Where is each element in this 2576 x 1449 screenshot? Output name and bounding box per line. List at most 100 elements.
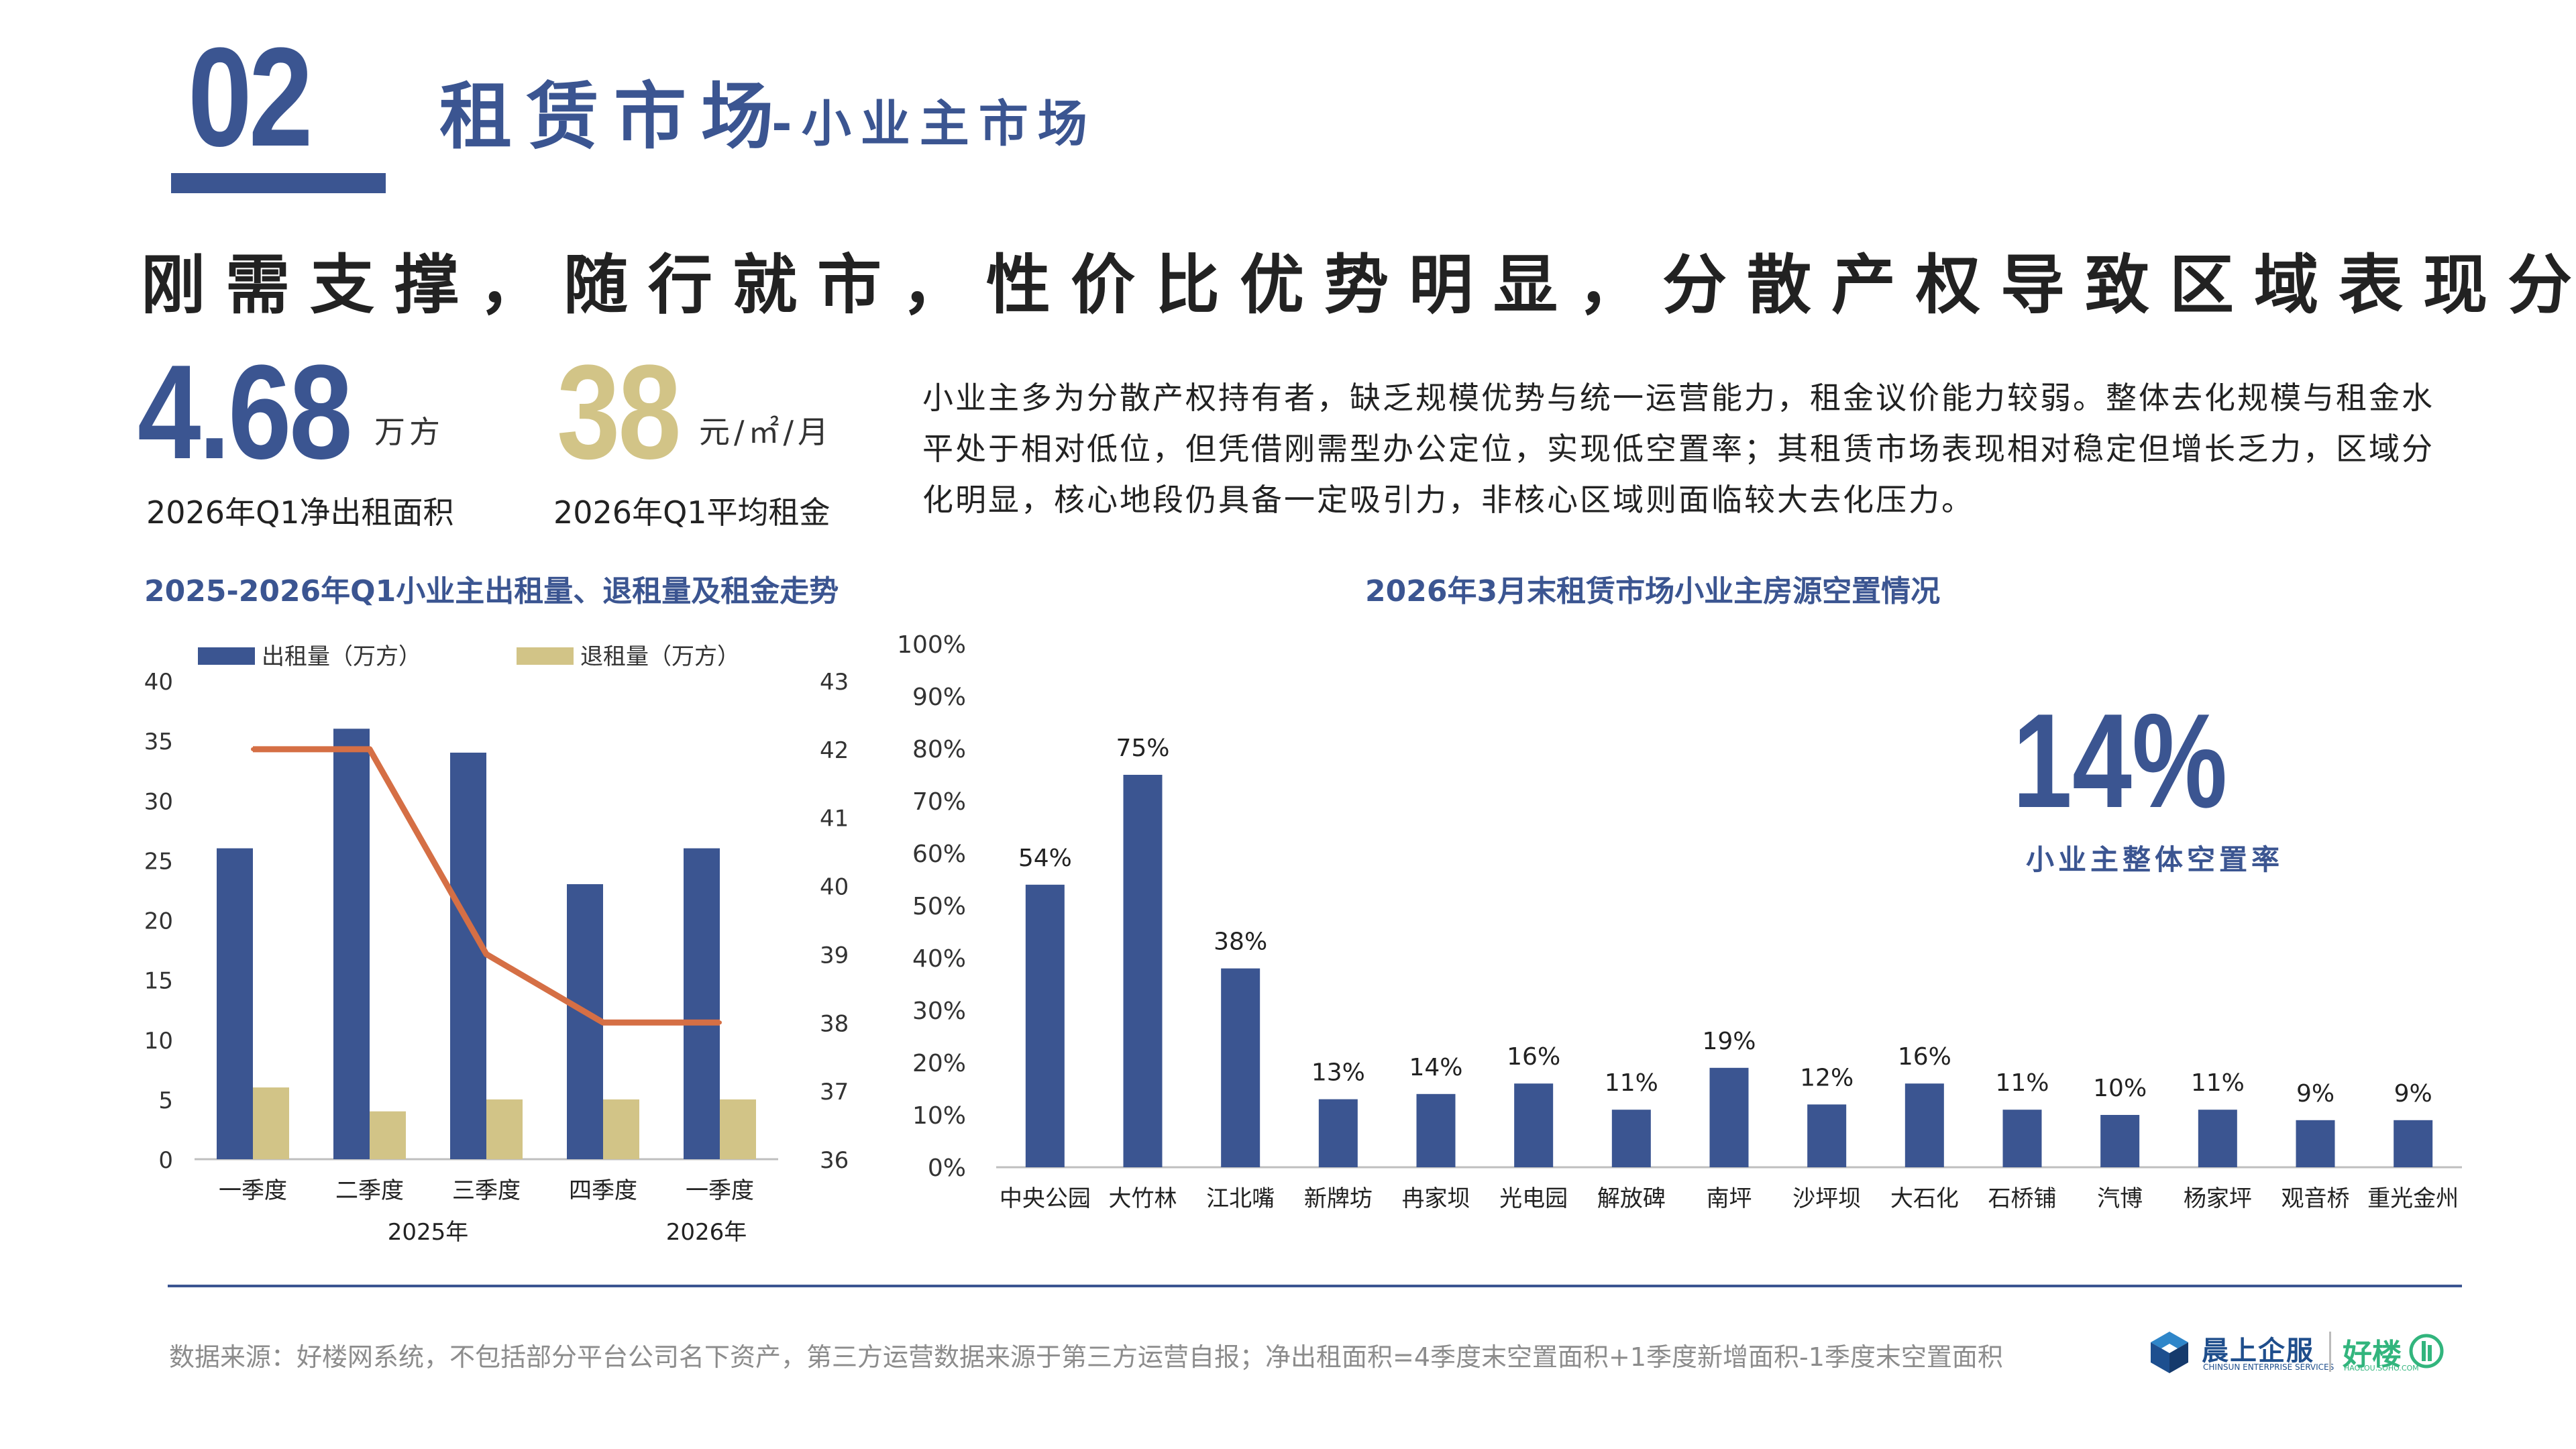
vacate-bar [603, 1099, 639, 1159]
vacancy-bar [1611, 1110, 1651, 1167]
y-right-tick: 43 [820, 669, 849, 696]
data-label: 54% [1018, 845, 1072, 872]
haolou-logo: 好楼 HAOLOU.SOHO.COM [2343, 1325, 2450, 1379]
y-tick: 60% [912, 841, 966, 868]
data-label: 9% [2394, 1080, 2432, 1108]
vacancy-bar [1904, 1083, 1944, 1167]
x-category-label: 观音桥 [2282, 1185, 2350, 1212]
vacancy-bar [1318, 1099, 1358, 1167]
x-category-label: 杨家坪 [2184, 1185, 2252, 1212]
vacate-bar [253, 1087, 289, 1159]
x-group-label: 2026年 [666, 1219, 747, 1246]
vacate-bar [720, 1099, 756, 1159]
vacancy-bar [1807, 1104, 1847, 1167]
x-category-label: 沙坪坝 [1792, 1185, 1861, 1212]
vacancy-bar [1123, 775, 1163, 1167]
y-left-tick: 35 [144, 729, 173, 755]
chenshang-logo-en: CHINSUN ENTERPRISE SERVICES [2203, 1362, 2334, 1372]
y-tick: 100% [897, 631, 966, 659]
legend-swatch-2 [517, 647, 574, 665]
overall-vacancy-rate: 14% [2012, 686, 2228, 836]
chart2-title: 2026年3月末租赁市场小业主房源空置情况 [1365, 574, 1941, 608]
x-category-label: 冉家坝 [1402, 1185, 1470, 1212]
kpi-net-lease-label: 2026年Q1净出租面积 [146, 494, 454, 531]
x-category-label: 重光金州 [2367, 1185, 2459, 1212]
lease-bar [684, 848, 720, 1159]
y-left-tick: 25 [144, 848, 173, 875]
data-label: 11% [2191, 1069, 2245, 1097]
vacancy-bar [2296, 1120, 2335, 1167]
vacate-bar [370, 1111, 406, 1159]
vacancy-bar [1514, 1083, 1554, 1167]
y-tick: 10% [912, 1102, 966, 1130]
y-left-tick: 20 [144, 908, 173, 935]
x-category-label: 江北嘴 [1206, 1185, 1275, 1212]
overall-vacancy-label: 小业主整体空置率 [2026, 843, 2284, 876]
chenshang-logo: 晨上企服 CHINSUN ENTERPRISE SERVICES [2147, 1325, 2334, 1379]
legend-swatch-1 [198, 647, 255, 665]
x-category-label: 一季度 [686, 1177, 754, 1204]
y-right-tick: 37 [820, 1079, 849, 1106]
data-label: 9% [2296, 1080, 2334, 1108]
kpi-net-lease-unit: 万方 [374, 414, 444, 450]
data-label: 19% [1702, 1028, 1756, 1055]
y-tick: 70% [912, 788, 966, 816]
chart1-title: 2025-2026年Q1小业主出租量、退租量及租金走势 [144, 574, 839, 608]
logo-separator [2329, 1332, 2331, 1372]
cube-logo-icon [2151, 1332, 2188, 1373]
y-left-tick: 5 [158, 1087, 173, 1114]
x-category-label: 光电园 [1499, 1185, 1568, 1212]
data-label: 12% [1800, 1064, 1854, 1091]
vacancy-bar [2198, 1110, 2237, 1167]
lease-bar [450, 752, 486, 1159]
x-category-label: 三季度 [452, 1177, 521, 1204]
legend-label-1: 出租量（万方） [262, 643, 421, 670]
lease-bar [567, 884, 603, 1159]
y-right-tick: 39 [820, 942, 849, 969]
kpi-avg-rent-label: 2026年Q1平均租金 [553, 494, 830, 531]
vacancy-bar [1416, 1093, 1456, 1167]
y-left-tick: 30 [144, 788, 173, 815]
vacancy-bar [1709, 1067, 1749, 1167]
x-category-label: 大石化 [1890, 1185, 1959, 1212]
y-tick: 80% [912, 736, 966, 763]
y-right-tick: 41 [820, 806, 849, 833]
y-tick: 50% [912, 893, 966, 920]
y-left-tick: 15 [144, 968, 173, 995]
x-category-label: 中央公园 [1000, 1185, 1091, 1212]
data-label: 11% [1995, 1069, 2049, 1097]
y-tick: 0% [928, 1155, 966, 1182]
data-label: 16% [1898, 1043, 1951, 1071]
data-label: 13% [1311, 1059, 1365, 1087]
rent-line-point [484, 952, 488, 957]
haolou-logo-en: HAOLOU.SOHO.COM [2344, 1364, 2419, 1373]
rent-line-point [368, 747, 372, 751]
x-category-label: 石桥铺 [1988, 1185, 2057, 1212]
lease-bar [217, 848, 253, 1159]
y-tick: 20% [912, 1050, 966, 1077]
y-right-tick: 36 [820, 1147, 849, 1174]
legend-label-2: 退租量（万方） [580, 643, 740, 670]
page-title: 租赁市场 [439, 75, 789, 159]
vacancy-bar [1221, 968, 1260, 1167]
y-tick: 90% [912, 684, 966, 711]
vacancy-bar [2100, 1115, 2140, 1167]
section-underline [171, 173, 386, 193]
data-label: 14% [1409, 1054, 1462, 1081]
rent-line-point [601, 1020, 605, 1025]
x-category-label: 新牌坊 [1304, 1185, 1373, 1212]
y-left-tick: 40 [144, 669, 173, 696]
y-left-tick: 0 [158, 1147, 173, 1174]
x-category-label: 解放碑 [1597, 1185, 1666, 1212]
y-tick: 30% [912, 998, 966, 1025]
data-label: 16% [1507, 1043, 1560, 1071]
vacancy-bar [2394, 1120, 2433, 1167]
building-circle-icon [2409, 1334, 2444, 1368]
x-group-label: 2025年 [388, 1219, 469, 1246]
data-label: 75% [1116, 735, 1169, 762]
kpi-avg-rent-value: 38 [557, 337, 682, 487]
x-category-label: 一季度 [219, 1177, 287, 1204]
rent-line-point [251, 747, 255, 751]
y-tick: 40% [912, 945, 966, 973]
x-category-label: 汽博 [2097, 1185, 2143, 1212]
